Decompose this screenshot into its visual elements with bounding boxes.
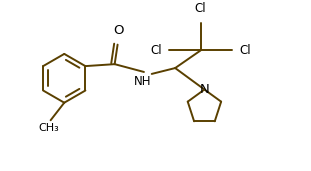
Text: CH₃: CH₃ [38,123,59,133]
Text: O: O [113,24,124,37]
Text: N: N [200,83,209,96]
Text: Cl: Cl [195,2,206,15]
Text: NH: NH [134,75,152,88]
Text: Cl: Cl [239,44,251,57]
Text: Cl: Cl [150,44,161,57]
